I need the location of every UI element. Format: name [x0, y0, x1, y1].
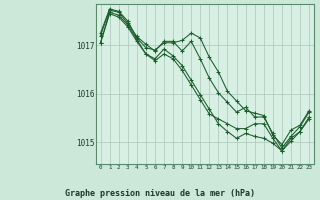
Text: Graphe pression niveau de la mer (hPa): Graphe pression niveau de la mer (hPa)	[65, 189, 255, 198]
